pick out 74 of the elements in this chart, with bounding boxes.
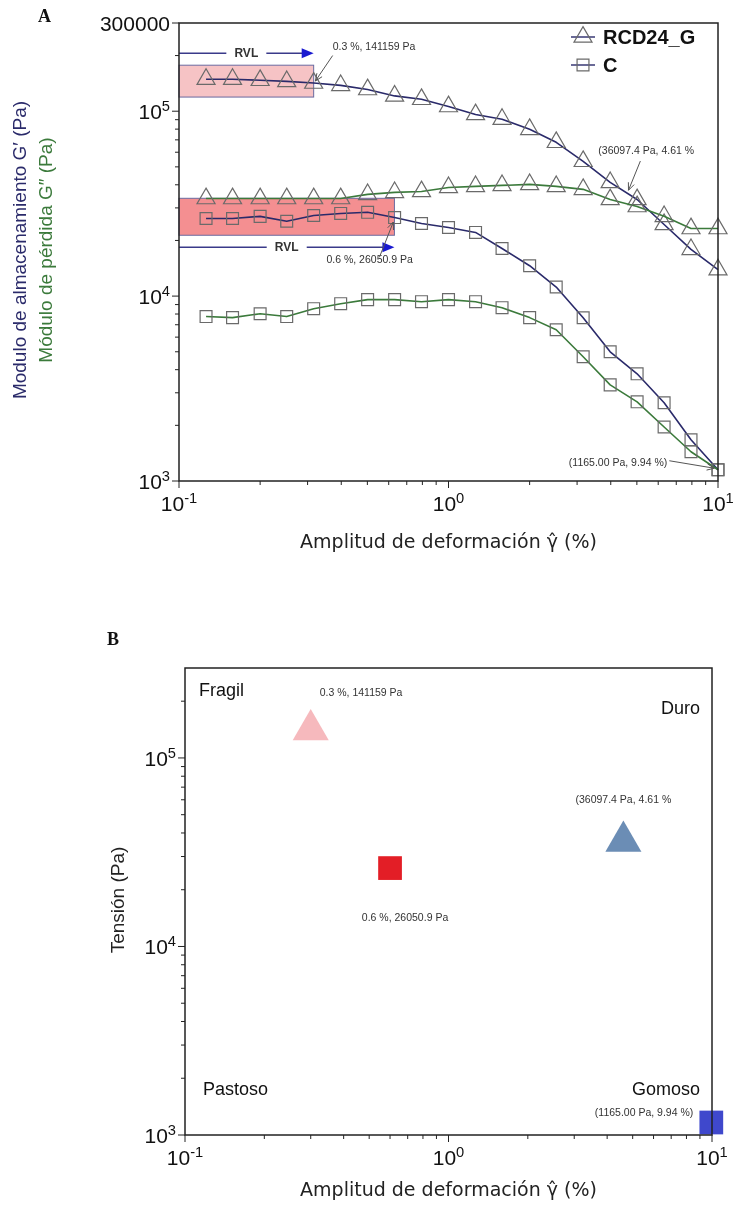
point [307, 302, 321, 316]
point [222, 187, 243, 205]
point [654, 205, 674, 223]
point [277, 187, 297, 205]
point [438, 176, 459, 194]
point [465, 175, 486, 193]
y-tick-label: 300000 [99, 12, 170, 35]
data-label: (36097.4 Pa, 4.61 % [575, 793, 672, 806]
annotation: (1165.00 Pa, 9.94 %) [568, 455, 668, 468]
point [546, 175, 566, 193]
point [630, 395, 644, 409]
y-tick-label: 10$^{4}$ [138, 283, 170, 309]
point [576, 350, 590, 364]
chart-title: A [38, 6, 51, 26]
legend-label: RCD24_G [603, 26, 696, 48]
point [388, 293, 402, 307]
point [684, 445, 698, 459]
x-tick-label: 10$^{-1}$ [160, 490, 198, 515]
y-tick-label: 10$^{4}$ [144, 933, 176, 959]
point [549, 323, 563, 337]
x-tick-label: 10$^{0}$ [432, 490, 465, 515]
annotation: 0.6 %, 26050.9 Pa [326, 253, 413, 266]
point [331, 187, 351, 205]
x-tick-label: 10$^{1}$ [696, 1144, 728, 1169]
chart-title: B [107, 629, 120, 649]
annotation: Pastoso [203, 1079, 269, 1099]
legend-label: C [603, 54, 618, 76]
point [304, 187, 324, 205]
point [250, 187, 270, 205]
data-label: 0.3 %, 141159 Pa [319, 685, 403, 698]
point [657, 420, 671, 434]
point [253, 307, 267, 321]
point [361, 293, 375, 307]
annotation: (36097.4 Pa, 4.61 % [598, 144, 695, 157]
x-tick-label: 10$^{-1}$ [166, 1144, 204, 1169]
point [603, 378, 617, 392]
point [441, 293, 456, 307]
point [199, 310, 213, 324]
point [226, 311, 240, 325]
x-axis-title: Amplitud de deformación γ̂ (%) [300, 530, 597, 552]
y-tick-label: 10$^{5}$ [144, 744, 176, 770]
annotation: Gomoso [631, 1079, 700, 1099]
annotation: 0.3 %, 141159 Pa [332, 39, 416, 52]
y-tick-label: 10$^{3}$ [138, 468, 170, 493]
y-axis-title: Modulo de almacenamiento G′ (Pa) Módulo de pérdida G″ (Pa) [9, 100, 56, 400]
point [573, 178, 593, 196]
point [600, 188, 620, 206]
x-tick-label: 10$^{1}$ [702, 490, 734, 515]
point [357, 183, 378, 201]
point [469, 295, 483, 309]
band-label: RVL [274, 240, 299, 255]
data-label: 0.6 %, 26050.9 Pa [361, 911, 449, 924]
point [627, 195, 647, 213]
point [196, 187, 216, 205]
annotation: Duro [660, 698, 700, 718]
x-axis-title: Amplitud de deformación γ̂ (%) [300, 1178, 597, 1200]
data-label: (1165.00 Pa, 9.94 %) [594, 1106, 694, 1119]
point [495, 301, 509, 315]
point [414, 295, 429, 309]
point [520, 173, 540, 191]
point [280, 310, 294, 324]
point [411, 180, 432, 198]
point [334, 297, 348, 311]
point [523, 311, 537, 325]
y-tick-label: 10$^{5}$ [138, 98, 170, 124]
point [681, 217, 701, 235]
y-axis-title: Tensión (Pa) [107, 846, 128, 954]
band-label: RVL [234, 46, 259, 61]
point [492, 174, 512, 192]
point [384, 181, 405, 199]
annotation: Fragil [199, 680, 245, 700]
point [708, 217, 728, 235]
x-tick-label: 10$^{0}$ [432, 1144, 465, 1169]
y-tick-label: 10$^{3}$ [144, 1122, 176, 1147]
